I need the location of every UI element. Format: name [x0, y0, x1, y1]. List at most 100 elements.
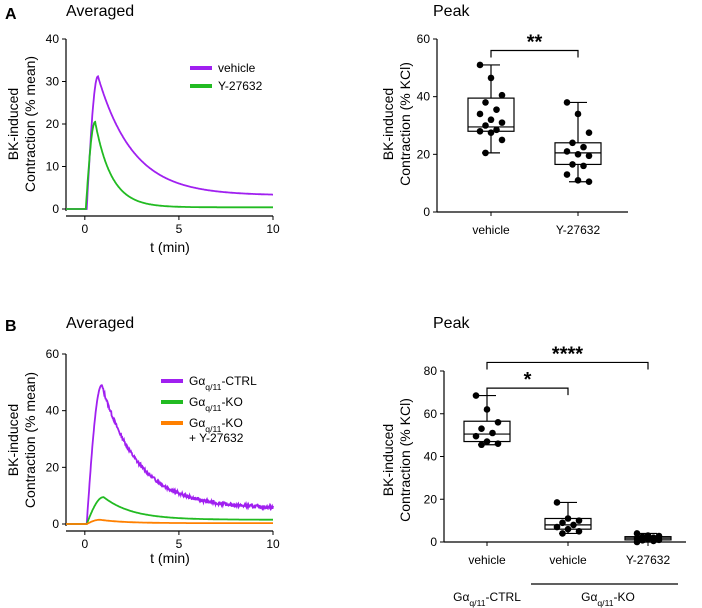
data-point — [494, 440, 502, 447]
significance-bracket-0 — [490, 49, 579, 58]
data-point — [494, 419, 502, 426]
data-point — [563, 148, 571, 155]
legend-label-0: vehicle — [218, 61, 256, 75]
data-point — [476, 61, 484, 69]
data-point — [498, 91, 506, 99]
panel-a-letter: A — [5, 6, 17, 23]
y-tick-label: 10 — [46, 160, 60, 174]
category-label-1: vehicle — [549, 553, 587, 567]
data-point — [553, 499, 561, 506]
series-line-0 — [66, 384, 274, 525]
category-label-2: Y-27632 — [626, 553, 671, 567]
data-point — [482, 99, 489, 106]
data-point — [498, 119, 506, 126]
x-tick-label: 0 — [81, 537, 88, 551]
significance-label-0: * — [524, 369, 532, 391]
legend-label-1: Y-27632 — [218, 79, 263, 93]
data-point — [580, 162, 587, 170]
data-point — [655, 536, 663, 544]
data-point — [487, 116, 495, 124]
chart-title: Peak — [433, 3, 470, 20]
data-point — [553, 523, 561, 531]
y-tick-label: 20 — [46, 460, 60, 474]
data-point — [559, 519, 566, 527]
data-point — [478, 425, 485, 433]
data-point — [633, 538, 641, 546]
y-tick-label: 60 — [46, 347, 60, 361]
category-label-1: Y-27632 — [556, 223, 601, 237]
data-point — [472, 392, 480, 399]
data-point — [569, 139, 576, 147]
chart-title: Peak — [433, 315, 470, 332]
data-point — [483, 438, 491, 445]
y-tick-label: 60 — [424, 407, 438, 421]
box-0 — [467, 97, 515, 132]
series-line-1 — [66, 120, 273, 210]
legend-label-2: Gαq/11-KO — [189, 416, 243, 434]
y-axis-label: BK-inducedContraction (% mean) — [5, 56, 38, 192]
chart-title: Averaged — [66, 315, 134, 332]
data-point — [563, 171, 571, 178]
panel-b-letter: B — [5, 318, 17, 335]
group-label-1: Gαq/11-KO — [581, 590, 635, 608]
data-point — [639, 536, 646, 544]
data-point — [585, 129, 593, 137]
significance-bracket-1 — [486, 361, 649, 370]
group-label-0: Gαq/11-CTRL — [453, 590, 521, 608]
data-point — [564, 525, 572, 533]
legend-label-1: Gαq/11-KO — [189, 395, 243, 413]
data-point — [487, 129, 495, 137]
data-point — [493, 106, 500, 113]
data-point — [650, 537, 657, 545]
x-tick-label: 5 — [176, 222, 183, 236]
data-point — [570, 521, 577, 529]
data-point — [574, 151, 582, 158]
data-point — [559, 530, 566, 537]
significance-bracket-0 — [486, 387, 569, 396]
data-point — [563, 99, 571, 106]
data-point — [575, 517, 583, 524]
data-point — [574, 110, 582, 118]
x-tick-label: 10 — [266, 537, 280, 551]
y-axis-label: BK-inducedContraction (% KCl) — [380, 62, 413, 186]
y-tick-label: 0 — [430, 535, 437, 549]
legend-label-0: Gαq/11-CTRL — [189, 374, 257, 392]
y-tick-label: 0 — [52, 202, 59, 216]
data-point — [482, 122, 489, 129]
y-tick-label: 20 — [424, 492, 438, 506]
y-tick-label: 0 — [52, 517, 59, 531]
y-tick-label: 60 — [417, 32, 431, 46]
x-tick-label: 5 — [176, 537, 183, 551]
chart-b-averaged: Averaged BK-inducedContraction (% mean) 0 2… — [5, 315, 280, 566]
y-tick-label: 80 — [424, 364, 438, 378]
series-line-0 — [66, 75, 273, 210]
y-tick-label: 30 — [46, 75, 60, 89]
chart-b-peak: Peak BK-inducedContraction (% KCl) 0 20 40 60… — [380, 315, 686, 608]
y-axis-label: BK-inducedContraction (% KCl) — [380, 398, 413, 522]
data-point — [580, 143, 587, 151]
category-label-0: vehicle — [472, 223, 510, 237]
x-tick-label: 0 — [81, 222, 88, 236]
data-point — [483, 406, 491, 413]
y-tick-label: 20 — [417, 147, 431, 161]
x-axis-label: t (min) — [150, 550, 190, 566]
series-line-1 — [66, 496, 273, 525]
chart-title: Averaged — [66, 3, 134, 20]
data-point — [574, 176, 582, 184]
chart-a-peak: Peak BK-inducedContraction (% KCl) 0 20 40 60… — [380, 3, 628, 237]
data-point — [493, 126, 500, 134]
y-tick-label: 40 — [46, 404, 60, 418]
data-point — [644, 535, 652, 543]
legend-label-2-line2: + Y-27632 — [189, 431, 244, 445]
data-point — [498, 136, 506, 144]
data-point — [575, 528, 583, 535]
data-point — [489, 429, 496, 437]
y-tick-label: 40 — [46, 32, 60, 46]
y-tick-label: 40 — [424, 450, 438, 464]
significance-label-1: **** — [552, 343, 583, 365]
y-tick-label: 40 — [417, 90, 431, 104]
data-point — [487, 74, 495, 82]
data-point — [478, 441, 485, 449]
data-point — [482, 149, 489, 157]
